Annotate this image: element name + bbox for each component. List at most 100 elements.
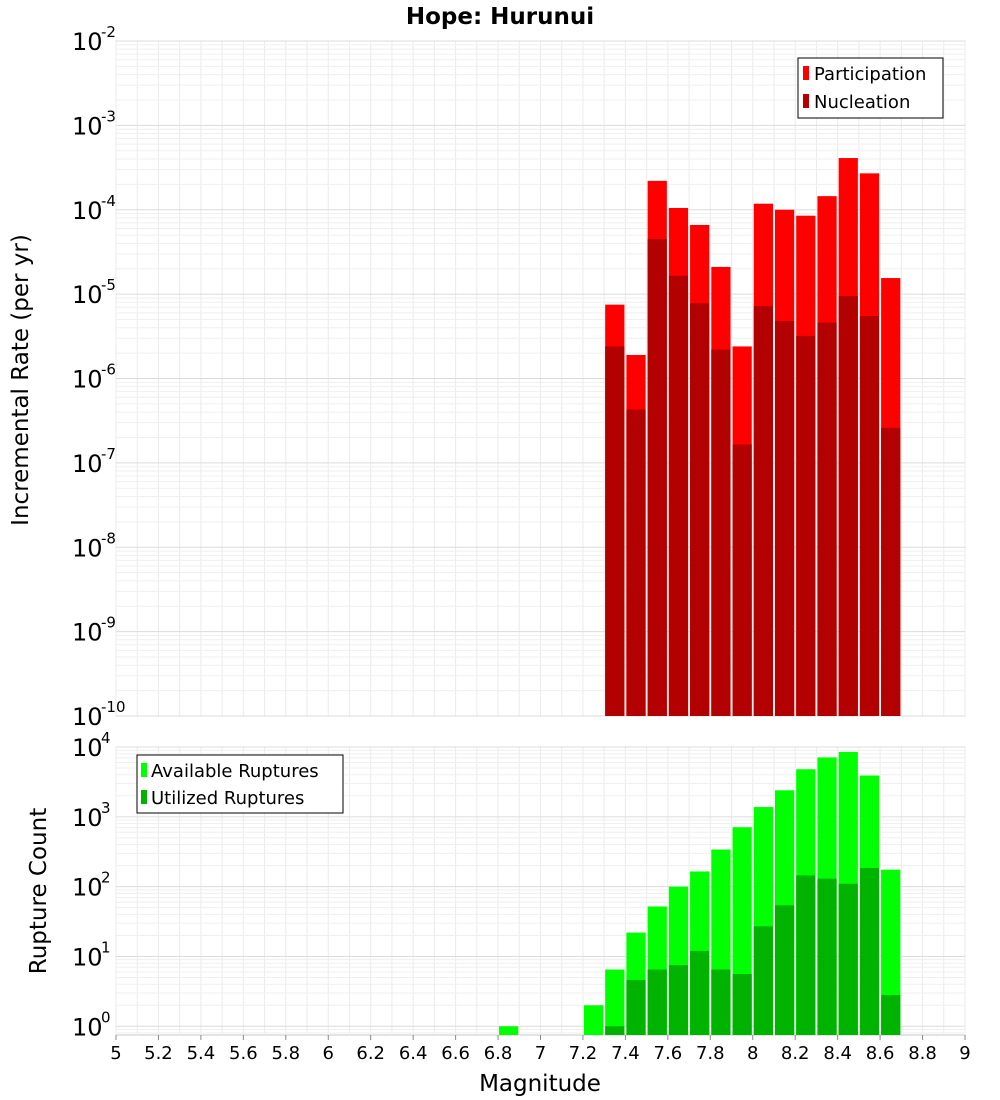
- top-ytick-exponent: -6: [101, 361, 116, 379]
- bottom-ytick-base: 10: [72, 804, 103, 832]
- top-ytick-exponent: -10: [101, 698, 126, 716]
- x-tick-label: 8.6: [866, 1043, 895, 1064]
- top-bar-nucleation: [668, 275, 689, 716]
- bottom-bar-available-ruptures: [583, 1005, 604, 1035]
- bottom-y-axis-label: Rupture Count: [26, 808, 52, 974]
- legend-swatch-utilized: [141, 790, 147, 804]
- bottom-bars: [499, 751, 901, 1035]
- x-tick-label: 7: [535, 1043, 546, 1064]
- x-tick-label: 8.2: [781, 1043, 810, 1064]
- top-ytick-base: 10: [72, 450, 103, 478]
- bottom-bar-available-ruptures: [605, 969, 625, 1035]
- x-tick-label: 8.8: [908, 1043, 937, 1064]
- top-bar-nucleation: [732, 444, 752, 716]
- bottom-ytick-exponent: 0: [101, 1008, 111, 1026]
- top-ytick-exponent: -8: [101, 529, 116, 547]
- top-bar-nucleation: [774, 321, 795, 716]
- bottom-ytick-base: 10: [72, 734, 103, 762]
- top-ytick-exponent: -3: [101, 107, 116, 125]
- x-tick-label: 5.2: [144, 1043, 173, 1064]
- top-ytick-base: 10: [72, 281, 103, 309]
- top-bar-nucleation: [881, 427, 901, 716]
- bottom-bar-utilized-ruptures: [859, 867, 880, 1035]
- top-bar-nucleation: [647, 239, 667, 716]
- x-tick-label: 9: [959, 1043, 970, 1064]
- bottom-bar-available-ruptures: [499, 1026, 519, 1035]
- bottom-bar-available-ruptures: [881, 869, 901, 1035]
- x-tick-label: 6.2: [356, 1043, 385, 1064]
- x-tick-label: 5.4: [187, 1043, 216, 1064]
- bottom-bar-utilized-ruptures: [647, 969, 667, 1035]
- x-tick-label: 7.6: [654, 1043, 683, 1064]
- x-tick-label: 7.8: [696, 1043, 725, 1064]
- bottom-ytick-base: 10: [72, 1013, 103, 1041]
- top-ytick-exponent: -7: [101, 445, 116, 463]
- top-ytick-base: 10: [72, 619, 103, 647]
- top-ytick-base: 10: [72, 703, 103, 731]
- bottom-ytick-exponent: 2: [101, 869, 111, 887]
- bottom-bar-utilized-ruptures: [796, 875, 816, 1035]
- bottom-ytick-exponent: 1: [101, 938, 111, 956]
- x-axis-label: Magnitude: [479, 1071, 601, 1097]
- top-bar-nucleation: [690, 303, 710, 716]
- bottom-ytick-base: 10: [72, 943, 103, 971]
- x-tick-label: 8: [747, 1043, 758, 1064]
- top-ytick-exponent: -4: [101, 192, 116, 210]
- legend-label-nucleation: Nucleation: [814, 92, 910, 113]
- bottom-bar-utilized-ruptures: [668, 965, 689, 1035]
- x-tick-label: 5.6: [229, 1043, 258, 1064]
- top-ytick-base: 10: [72, 366, 103, 394]
- legend-swatch-nucleation: [803, 94, 809, 108]
- top-ytick-exponent: -2: [101, 23, 116, 41]
- legend-swatch-participation: [803, 66, 809, 80]
- x-tick-label: 6.6: [441, 1043, 470, 1064]
- top-bar-nucleation: [859, 316, 880, 716]
- top-bar-nucleation: [753, 306, 773, 716]
- top-ytick-base: 10: [72, 28, 103, 56]
- bottom-bar-utilized-ruptures: [753, 926, 773, 1035]
- bottom-bar-utilized-ruptures: [605, 1026, 625, 1035]
- x-tick-label: 6.4: [399, 1043, 428, 1064]
- x-tick-label: 6.8: [484, 1043, 513, 1064]
- legend-label-participation: Participation: [814, 64, 926, 85]
- bottom-bar-utilized-ruptures: [881, 995, 901, 1035]
- chart-title: Hope: Hurunui: [406, 4, 594, 30]
- top-ytick-base: 10: [72, 534, 103, 562]
- bottom-bar-utilized-ruptures: [711, 969, 731, 1035]
- bottom-bar-utilized-ruptures: [732, 974, 752, 1035]
- top-bar-nucleation: [817, 322, 837, 716]
- x-tick-label: 5.8: [271, 1043, 300, 1064]
- bottom-legend: Available Ruptures Utilized Ruptures: [136, 754, 344, 814]
- bottom-bar-utilized-ruptures: [626, 980, 646, 1035]
- bottom-bar-utilized-ruptures: [817, 878, 837, 1035]
- x-tick-label: 8.4: [823, 1043, 852, 1064]
- x-tick-label: 5: [110, 1043, 121, 1064]
- legend-label-available: Available Ruptures: [151, 761, 319, 782]
- top-bar-nucleation: [838, 296, 858, 716]
- bottom-bar-utilized-ruptures: [690, 950, 710, 1035]
- top-bar-nucleation: [605, 346, 625, 716]
- x-tick-label: 7.2: [569, 1043, 598, 1064]
- legend-label-utilized: Utilized Ruptures: [151, 788, 304, 809]
- top-legend-box: [797, 57, 944, 119]
- top-ytick-exponent: -5: [101, 276, 116, 294]
- bottom-bar-utilized-ruptures: [838, 883, 858, 1035]
- top-ytick-base: 10: [72, 112, 103, 140]
- top-ytick-base: 10: [72, 197, 103, 225]
- top-y-axis-label: Incremental Rate (per yr): [8, 234, 34, 526]
- top-legend: Participation Nucleation: [797, 57, 944, 119]
- bottom-ytick-exponent: 4: [101, 729, 111, 747]
- bottom-bar-utilized-ruptures: [774, 905, 795, 1035]
- legend-swatch-available: [141, 763, 147, 777]
- x-tick-label: 6: [323, 1043, 334, 1064]
- bottom-ytick-base: 10: [72, 874, 103, 902]
- top-bar-nucleation: [626, 409, 646, 716]
- bottom-ytick-exponent: 3: [101, 799, 111, 817]
- top-ytick-exponent: -9: [101, 614, 116, 632]
- top-bars: [605, 158, 901, 717]
